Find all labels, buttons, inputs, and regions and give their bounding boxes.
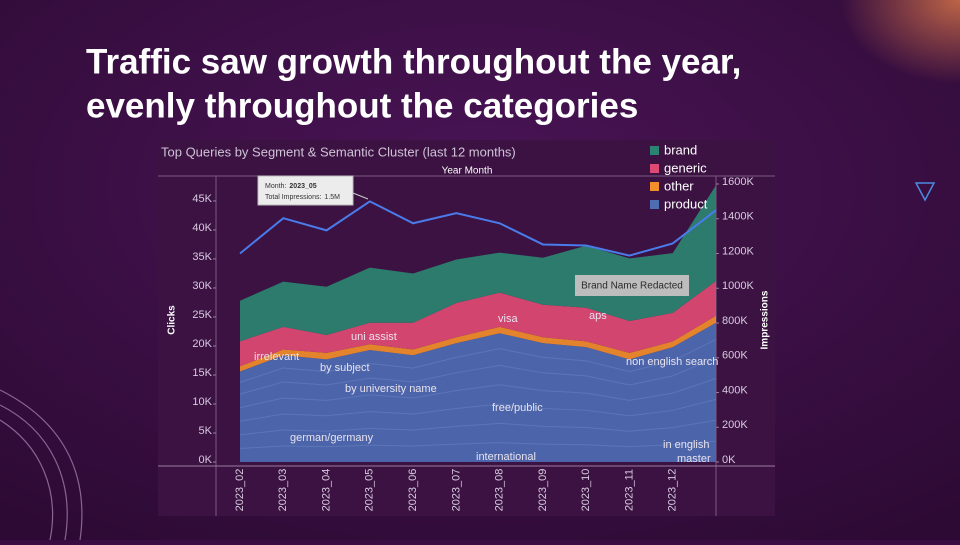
x-tick-label: 2023_12 bbox=[667, 469, 679, 512]
y-tick-label: 30K bbox=[192, 280, 212, 292]
cluster-label: non english search bbox=[626, 356, 718, 368]
area-product bbox=[240, 322, 716, 462]
y2-tick-label: 600K bbox=[722, 350, 748, 362]
x-axis-title: Year Month bbox=[442, 166, 493, 177]
y-tick-label: 0K bbox=[199, 454, 213, 466]
legend-swatch bbox=[650, 164, 659, 173]
y-tick-label: 35K bbox=[192, 251, 212, 263]
chart-title: Top Queries by Segment & Semantic Cluste… bbox=[161, 144, 516, 159]
tooltip-month: 2023_05 bbox=[289, 183, 316, 190]
decor-triangle bbox=[914, 182, 936, 202]
cluster-label: visa bbox=[498, 313, 518, 325]
cluster-line bbox=[239, 339, 717, 383]
tooltip-month-label: Month: bbox=[265, 183, 286, 190]
y-tick-label: 40K bbox=[192, 222, 212, 234]
x-tick-label: 2023_03 bbox=[277, 469, 289, 512]
y-tick-label: 25K bbox=[192, 309, 212, 321]
y2-tick-label: 200K bbox=[722, 419, 748, 431]
x-tick-label: 2023_06 bbox=[407, 469, 419, 512]
cluster-label: by university name bbox=[345, 383, 437, 395]
legend-label: generic bbox=[664, 160, 707, 175]
highlight-box bbox=[575, 275, 689, 296]
y2-tick-label: 1400K bbox=[722, 211, 754, 223]
y2-tick-label: 0K bbox=[722, 454, 736, 466]
legend-swatch bbox=[650, 200, 659, 209]
slide-title: Traffic saw growth throughout the year, bbox=[86, 42, 741, 81]
tooltip-impressions: 1.5M bbox=[324, 194, 340, 201]
x-tick-label: 2023_10 bbox=[580, 469, 592, 512]
y2-tick-label: 1000K bbox=[722, 280, 754, 292]
y2-axis-title: Impressions bbox=[760, 290, 771, 349]
cluster-label: international bbox=[476, 451, 536, 463]
legend-label: other bbox=[664, 178, 694, 193]
x-tick-label: 2023_11 bbox=[623, 469, 635, 511]
legend-label: brand bbox=[664, 142, 697, 157]
x-tick-label: 2023_08 bbox=[494, 469, 506, 512]
decor-swirl bbox=[0, 389, 83, 541]
area-brand bbox=[240, 185, 716, 342]
impressions-line bbox=[239, 200, 717, 257]
area-generic bbox=[240, 281, 716, 367]
y2-tick-label: 800K bbox=[722, 315, 748, 327]
y-tick-label: 20K bbox=[192, 338, 212, 350]
y-tick-label: 45K bbox=[192, 193, 212, 205]
cluster-label: free/public bbox=[492, 402, 543, 414]
tooltip-impressions-label: Total Impressions: bbox=[265, 194, 321, 201]
x-tick-label: 2023_02 bbox=[234, 469, 246, 512]
tooltip bbox=[257, 175, 354, 206]
cluster-line bbox=[239, 398, 717, 422]
cluster-line bbox=[239, 419, 717, 436]
cluster-label: uni assist bbox=[351, 331, 397, 343]
cluster-label: german/germany bbox=[290, 432, 374, 444]
y-tick-label: 5K bbox=[199, 425, 213, 437]
decor-glow bbox=[760, 0, 960, 140]
x-tick-label: 2023_04 bbox=[320, 469, 332, 512]
tooltip-leader bbox=[352, 192, 369, 200]
y2-tick-label: 400K bbox=[722, 384, 748, 396]
y-tick-label: 15K bbox=[192, 367, 212, 379]
legend-swatch bbox=[650, 182, 659, 191]
legend-label: product bbox=[664, 196, 708, 211]
x-tick-label: 2023_07 bbox=[450, 469, 462, 512]
cluster-label: master bbox=[677, 453, 711, 465]
cluster-line bbox=[239, 440, 717, 449]
y2-tick-label: 1200K bbox=[722, 245, 754, 257]
cluster-label: in english bbox=[663, 439, 709, 451]
x-tick-label: 2023_09 bbox=[537, 469, 549, 512]
y2-tick-label: 1600K bbox=[722, 176, 754, 188]
legend-swatch bbox=[650, 146, 659, 155]
slide-title: evenly throughout the categories bbox=[86, 86, 638, 125]
cluster-label: by subject bbox=[320, 362, 370, 374]
cluster-line bbox=[239, 357, 717, 395]
tooltip-line: Month: 2023_05 bbox=[265, 183, 317, 190]
tooltip-line: Total Impressions: 1.5M bbox=[265, 194, 340, 201]
cluster-line bbox=[239, 377, 717, 409]
cluster-label: aps bbox=[589, 310, 607, 322]
cluster-label: irrelevant bbox=[254, 351, 299, 363]
y-tick-label: 10K bbox=[192, 396, 212, 408]
x-tick-label: 2023_05 bbox=[364, 469, 376, 512]
highlight-label: Brand Name Redacted bbox=[581, 281, 683, 292]
y-axis-title: Clicks bbox=[167, 305, 178, 335]
